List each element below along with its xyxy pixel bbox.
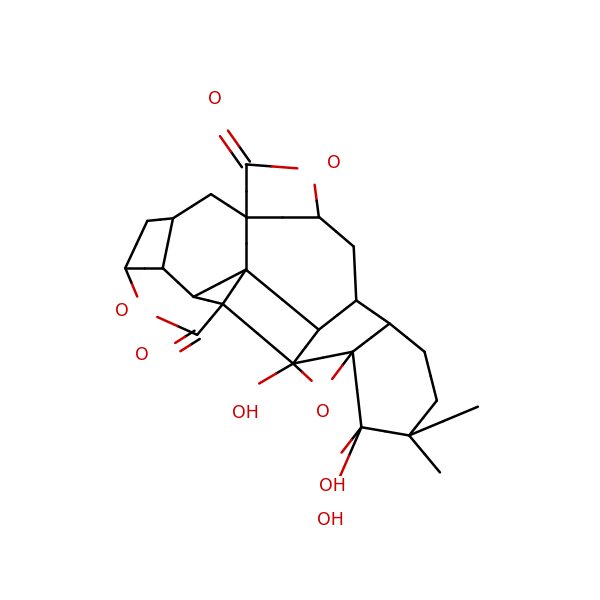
Text: O: O (135, 346, 149, 364)
Text: O: O (316, 403, 330, 421)
Text: OH: OH (317, 511, 344, 529)
Text: O: O (115, 302, 128, 320)
Text: O: O (208, 90, 222, 108)
Text: O: O (328, 154, 341, 172)
Text: OH: OH (319, 477, 346, 495)
Text: OH: OH (232, 404, 259, 422)
